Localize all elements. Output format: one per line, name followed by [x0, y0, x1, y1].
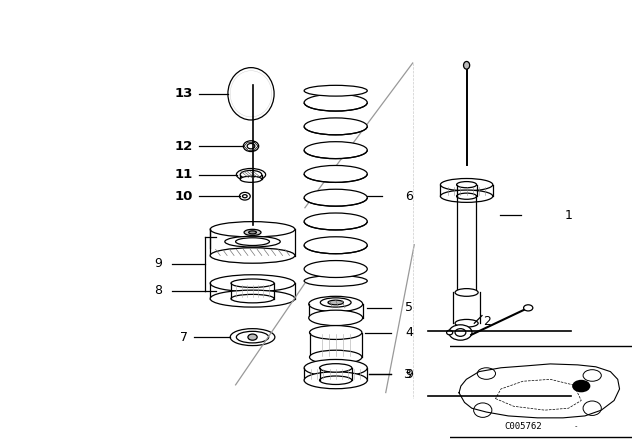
Ellipse shape	[304, 85, 367, 96]
Ellipse shape	[236, 332, 269, 343]
Text: 12: 12	[175, 140, 193, 153]
Ellipse shape	[225, 236, 280, 247]
Text: 13: 13	[175, 87, 193, 100]
Ellipse shape	[456, 181, 477, 188]
Ellipse shape	[240, 170, 262, 179]
Ellipse shape	[228, 68, 274, 120]
Ellipse shape	[328, 300, 344, 305]
Text: 9: 9	[405, 367, 413, 381]
Ellipse shape	[524, 305, 533, 311]
Ellipse shape	[310, 350, 362, 364]
Text: 6: 6	[405, 190, 413, 202]
Ellipse shape	[304, 372, 367, 389]
Ellipse shape	[249, 231, 257, 234]
Ellipse shape	[440, 178, 493, 191]
Ellipse shape	[210, 290, 295, 307]
Ellipse shape	[210, 222, 295, 237]
Ellipse shape	[248, 334, 257, 340]
Ellipse shape	[455, 319, 478, 327]
Ellipse shape	[243, 195, 247, 198]
Ellipse shape	[304, 359, 367, 376]
Ellipse shape	[304, 261, 367, 277]
Text: 5: 5	[405, 302, 413, 314]
Ellipse shape	[304, 118, 367, 135]
Ellipse shape	[210, 275, 295, 292]
Ellipse shape	[304, 276, 367, 286]
Text: -: -	[575, 423, 577, 429]
Ellipse shape	[455, 329, 466, 336]
Text: 8: 8	[154, 284, 163, 297]
Text: 7: 7	[180, 331, 188, 344]
Ellipse shape	[319, 364, 352, 372]
Ellipse shape	[240, 176, 262, 182]
Ellipse shape	[463, 61, 470, 69]
Ellipse shape	[319, 376, 352, 384]
Text: C005762: C005762	[504, 422, 542, 431]
Ellipse shape	[456, 193, 477, 199]
Ellipse shape	[304, 237, 367, 254]
Ellipse shape	[243, 141, 259, 151]
Ellipse shape	[247, 143, 255, 149]
Text: 9: 9	[155, 258, 163, 271]
Ellipse shape	[230, 71, 272, 117]
Ellipse shape	[449, 325, 472, 340]
Ellipse shape	[572, 380, 590, 392]
Ellipse shape	[308, 310, 363, 326]
Ellipse shape	[310, 326, 362, 340]
Ellipse shape	[231, 294, 274, 303]
Ellipse shape	[304, 213, 367, 230]
Ellipse shape	[304, 189, 367, 206]
Ellipse shape	[236, 168, 266, 181]
Ellipse shape	[210, 248, 295, 263]
Ellipse shape	[210, 248, 295, 263]
Ellipse shape	[474, 403, 492, 418]
Ellipse shape	[447, 330, 452, 335]
Text: 10: 10	[175, 190, 193, 202]
Ellipse shape	[239, 192, 250, 200]
Ellipse shape	[236, 238, 269, 246]
Ellipse shape	[320, 298, 351, 307]
Ellipse shape	[455, 289, 478, 296]
Ellipse shape	[583, 370, 602, 381]
Ellipse shape	[304, 94, 367, 111]
Ellipse shape	[304, 142, 367, 159]
Ellipse shape	[583, 401, 602, 415]
Ellipse shape	[308, 296, 363, 312]
Ellipse shape	[244, 229, 261, 236]
Ellipse shape	[304, 165, 367, 182]
Ellipse shape	[231, 279, 274, 288]
Ellipse shape	[440, 190, 493, 202]
Text: 2: 2	[483, 315, 492, 328]
Text: 1: 1	[565, 209, 573, 222]
Ellipse shape	[230, 329, 275, 345]
Text: 3: 3	[403, 367, 412, 381]
Text: 11: 11	[175, 168, 193, 181]
Ellipse shape	[477, 368, 495, 379]
Text: 4: 4	[405, 326, 413, 339]
